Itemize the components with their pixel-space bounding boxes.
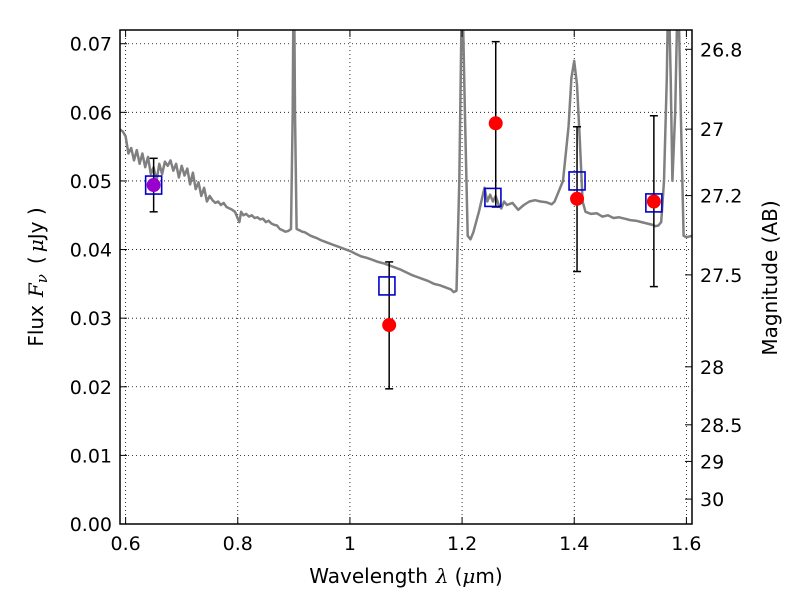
- x-axis-label-unit-open: (: [455, 564, 463, 588]
- y2-tick-label: 27.2: [700, 186, 742, 208]
- y-axis-label-unit-mu: μ: [24, 239, 48, 252]
- x-tick-label: 1: [344, 533, 356, 555]
- y-axis-label-unit-rest: Jy ): [24, 207, 48, 241]
- plot-layer: [120, 30, 692, 390]
- y-axis-label-subscript: ν: [33, 274, 51, 283]
- model-photometry-square: [144, 175, 163, 195]
- observed-point: [382, 318, 397, 333]
- model-photometry-square: [568, 171, 586, 191]
- y2-tick-label: 27.5: [700, 265, 742, 287]
- observed-point: [488, 116, 503, 131]
- y-axis-label-unit-open: (: [24, 256, 48, 264]
- x-tick-label: 1.4: [559, 533, 589, 555]
- model-photometry-square: [484, 187, 502, 208]
- y-tick-label: 0.04: [70, 240, 112, 262]
- y-axis-label-text: Flux: [24, 305, 48, 347]
- model-spectrum-line: [120, 30, 692, 294]
- observed-point: [646, 194, 661, 209]
- observed-point: [570, 191, 585, 206]
- secondary-y-axis-label: Magnitude (AB): [758, 200, 782, 355]
- x-axis-label: Wavelength λ (μm): [309, 564, 502, 588]
- x-axis-label-unit-rest: m): [475, 564, 502, 588]
- x-tick-label: 1.6: [671, 533, 701, 555]
- grid-layer: [120, 30, 692, 525]
- x-axis-label-symbol: λ: [435, 564, 449, 588]
- y-axis-label: Flux Fν ( μJy ): [24, 207, 51, 346]
- y-tick-label: 0.03: [70, 308, 112, 330]
- observed-point: [146, 178, 161, 193]
- y2-tick-label: 29: [700, 451, 724, 473]
- tick-layer: 0.6 0.8 1 1.2 1.4 1.6 0.00 0.01 0.02 0.03 0.04 0.05…: [70, 30, 742, 555]
- model-photometry-square: [645, 193, 663, 213]
- y2-tick-label: 26.8: [700, 39, 742, 61]
- plot-frame: [119, 29, 693, 525]
- y-tick-label: 0.01: [70, 445, 112, 467]
- y2-tick-label: 28: [700, 357, 724, 379]
- x-tick-label: 0.6: [110, 533, 140, 555]
- y2-tick-label: 27: [700, 119, 724, 141]
- y-tick-label: 0.05: [70, 171, 112, 193]
- y-tick-label: 0.02: [70, 377, 112, 399]
- y2-tick-label: 28.5: [700, 415, 742, 437]
- y-tick-label: 0.06: [70, 102, 112, 124]
- x-axis-label-text: Wavelength: [309, 564, 428, 588]
- x-tick-label: 1.2: [447, 533, 477, 555]
- x-tick-label: 0.8: [223, 533, 253, 555]
- model-photometry-square: [378, 276, 396, 296]
- x-axis-label-unit-mu: μ: [462, 564, 475, 588]
- y2-tick-label: 30: [700, 489, 724, 511]
- y-tick-label: 0.00: [70, 514, 112, 536]
- y-axis-label-symbol: F: [24, 282, 48, 298]
- y-tick-label: 0.07: [70, 34, 112, 56]
